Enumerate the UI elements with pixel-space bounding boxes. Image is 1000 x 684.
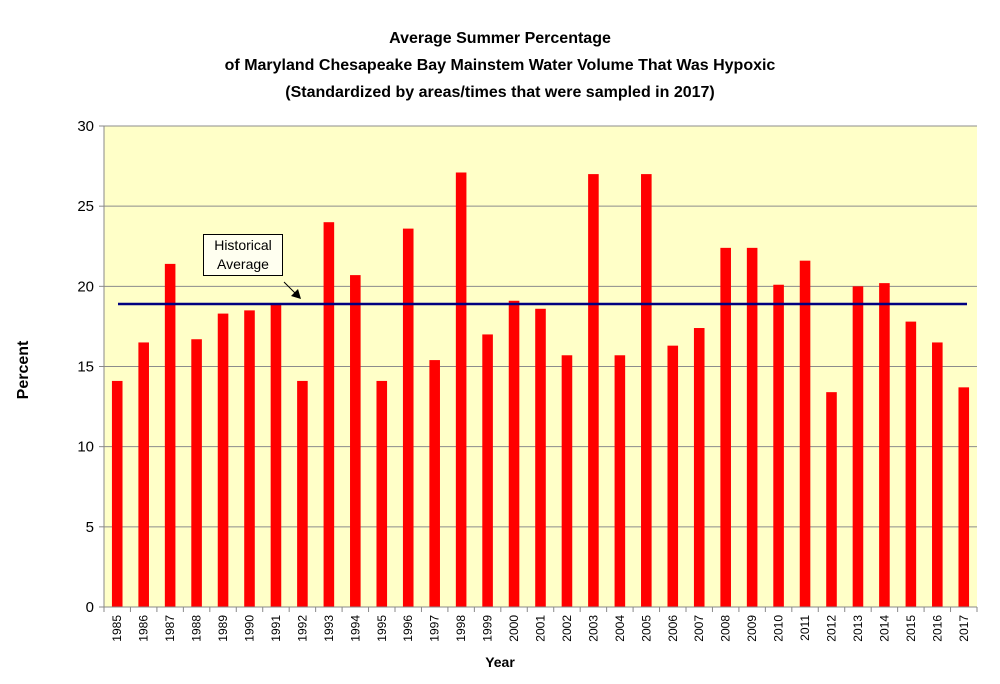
y-tick-label: 10 bbox=[77, 439, 94, 456]
x-tick-label: 1991 bbox=[269, 615, 283, 642]
y-tick-label: 0 bbox=[86, 599, 94, 616]
bar-1994 bbox=[350, 275, 361, 607]
x-tick-label: 2000 bbox=[507, 615, 521, 642]
x-tick-label: 2012 bbox=[825, 615, 839, 642]
bar-2011 bbox=[799, 260, 811, 607]
bar-2015 bbox=[905, 321, 917, 607]
bar-1997 bbox=[429, 360, 440, 607]
x-tick-label: 2006 bbox=[666, 615, 680, 642]
bar-2000 bbox=[508, 300, 520, 607]
bar-2013 bbox=[852, 286, 864, 607]
historical-average-annotation: Historical Average bbox=[203, 234, 283, 276]
chart-title-line-2: of Maryland Chesapeake Bay Mainstem Wate… bbox=[224, 57, 776, 74]
bar-1993 bbox=[323, 222, 335, 607]
x-tick-label: 2004 bbox=[613, 615, 627, 642]
x-tick-label: 1998 bbox=[454, 615, 468, 642]
annotation-line-1: Historical bbox=[214, 237, 272, 253]
bar-2004 bbox=[614, 355, 626, 607]
bar-2017 bbox=[958, 387, 970, 607]
bar-2012 bbox=[826, 392, 837, 607]
y-tick-label: 30 bbox=[77, 118, 94, 135]
y-tick-label: 5 bbox=[86, 519, 94, 536]
x-tick-label: 2003 bbox=[586, 615, 600, 642]
bar-1987 bbox=[164, 263, 176, 607]
x-axis-label: Year bbox=[485, 654, 515, 670]
bar-2002 bbox=[561, 355, 573, 607]
bar-2007 bbox=[693, 328, 705, 607]
bar-1995 bbox=[376, 380, 388, 607]
bar-2003 bbox=[588, 174, 599, 607]
x-tick-label: 2001 bbox=[534, 615, 548, 642]
x-tick-label: 2005 bbox=[639, 615, 653, 642]
bar-1991 bbox=[270, 303, 282, 607]
x-tick-label: 1994 bbox=[348, 615, 362, 642]
bar-1986 bbox=[138, 342, 149, 607]
bar-2014 bbox=[879, 283, 890, 607]
x-tick-label: 1990 bbox=[243, 615, 257, 642]
y-tick-label: 20 bbox=[77, 278, 94, 295]
bar-2001 bbox=[535, 308, 546, 607]
y-tick-label: 15 bbox=[77, 359, 94, 376]
bar-1989 bbox=[217, 313, 229, 607]
x-tick-label: 1997 bbox=[428, 615, 442, 642]
bar-1996 bbox=[402, 228, 414, 607]
bar-1988 bbox=[191, 339, 202, 607]
bar-2010 bbox=[773, 284, 784, 607]
x-tick-label: 1995 bbox=[375, 615, 389, 642]
x-tick-label: 1993 bbox=[322, 615, 336, 642]
x-tick-label: 2010 bbox=[772, 615, 786, 642]
x-tick-label: 2002 bbox=[560, 615, 574, 642]
x-tick-label: 2016 bbox=[930, 615, 944, 642]
bar-1999 bbox=[482, 334, 493, 607]
bar-2005 bbox=[641, 174, 652, 607]
x-tick-label: 1986 bbox=[137, 615, 151, 642]
x-tick-label: 2013 bbox=[851, 615, 865, 642]
x-tick-label: 1999 bbox=[481, 615, 495, 642]
x-tick-label: 2009 bbox=[745, 615, 759, 642]
x-tick-label: 2011 bbox=[798, 615, 812, 641]
x-tick-label: 2014 bbox=[877, 615, 891, 642]
x-tick-label: 2015 bbox=[904, 615, 918, 642]
y-tick-label: 25 bbox=[77, 198, 94, 215]
x-tick-label: 2008 bbox=[719, 615, 733, 642]
x-tick-label: 1992 bbox=[295, 615, 309, 642]
annotation-arrowhead bbox=[291, 289, 301, 299]
chart-title-line-1: Average Summer Percentage bbox=[389, 30, 611, 47]
bar-2008 bbox=[720, 247, 731, 607]
bar-1985 bbox=[111, 380, 123, 607]
x-tick-label: 1987 bbox=[163, 615, 177, 642]
x-tick-label: 2007 bbox=[692, 615, 706, 642]
bar-1990 bbox=[244, 310, 255, 607]
bar-2016 bbox=[932, 342, 943, 607]
x-tick-label: 1996 bbox=[401, 615, 415, 642]
x-tick-label: 1989 bbox=[216, 615, 230, 642]
x-tick-label: 2017 bbox=[957, 615, 971, 642]
bar-2009 bbox=[746, 247, 758, 607]
bar-2006 bbox=[667, 345, 679, 607]
x-tick-label: 1988 bbox=[190, 615, 204, 642]
annotation-line-2: Average bbox=[217, 256, 269, 272]
x-tick-label: 1985 bbox=[110, 615, 124, 642]
bar-1992 bbox=[297, 380, 308, 607]
bar-1998 bbox=[455, 172, 467, 607]
chart-title-line-3: (Standardized by areas/times that were s… bbox=[285, 84, 715, 101]
